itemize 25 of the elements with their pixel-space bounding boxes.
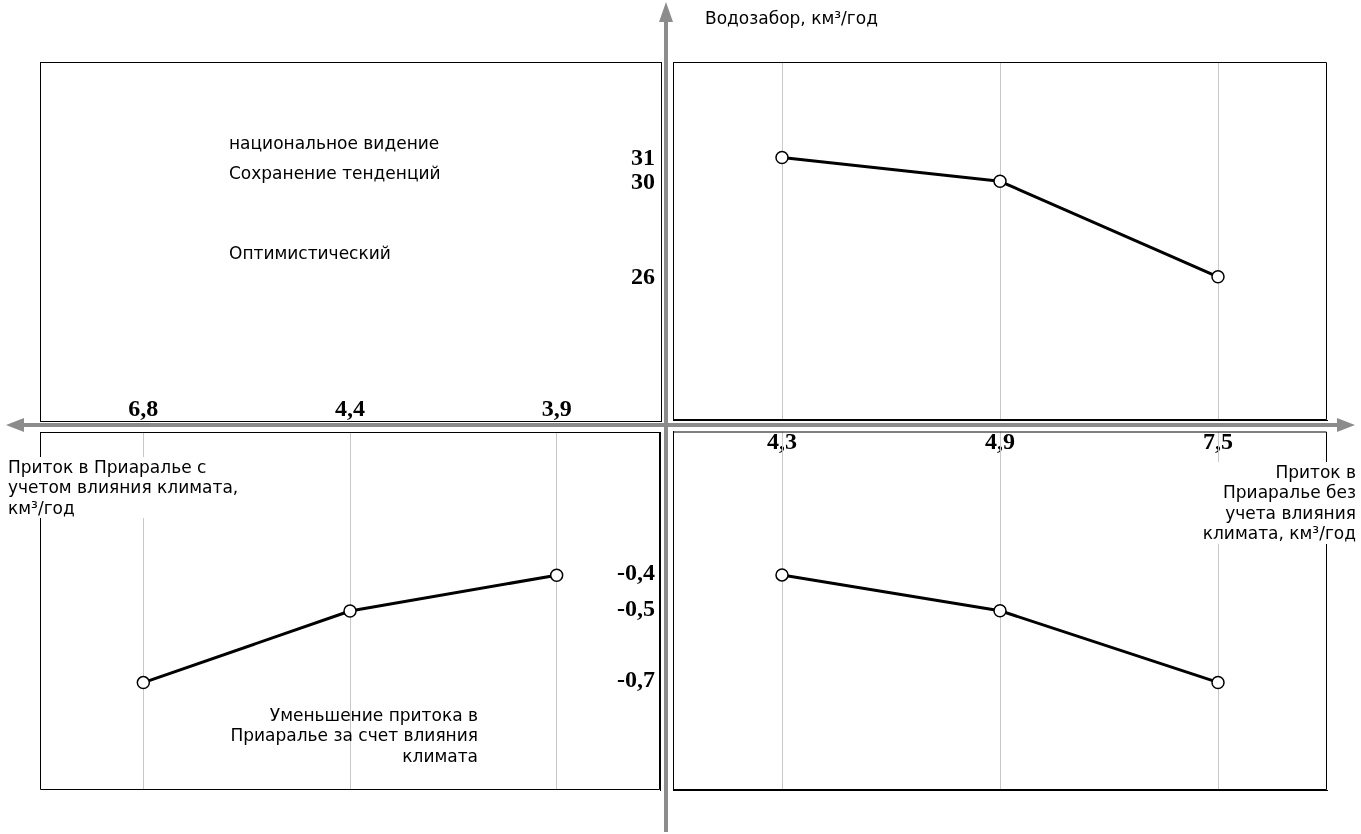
point [1211,675,1225,690]
text: Оптимистический [229,243,391,264]
x-tick-label: 4,3 [767,427,797,454]
x-tick-label: 6,8 [128,394,159,421]
y-tick-label: 31 [631,143,655,170]
x-tick-label: 4,4 [335,394,365,421]
point [1211,270,1225,284]
y-tick-label: 26 [631,263,655,290]
point [993,174,1007,189]
text: Сохранение тенденций [229,163,441,184]
y-tick-label: -0,5 [617,594,655,621]
point [775,568,789,582]
point [775,150,789,165]
point [993,604,1007,618]
y-tick-label: -0,4 [617,558,655,585]
annotation: Уменьшение притока в Приаралье за счет влияния климата [229,705,478,767]
text: национальное видение [229,133,440,154]
x-tick-label: 7,5 [1203,427,1233,454]
y-tick-label: -0,7 [617,666,655,693]
x-axis-title: Приток в Приаралье без учета влияния климата, км³/год [1186,462,1356,544]
x-tick-label: 4,9 [985,427,1015,454]
y-axis-title: Водозабор, км³/год [705,8,879,29]
y-tick-label: 30 [631,167,655,194]
x-axis-title: Приток в Приаралье с учетом влияния климата, км³/год [8,457,258,519]
x-tick-label: 3,9 [541,394,572,421]
